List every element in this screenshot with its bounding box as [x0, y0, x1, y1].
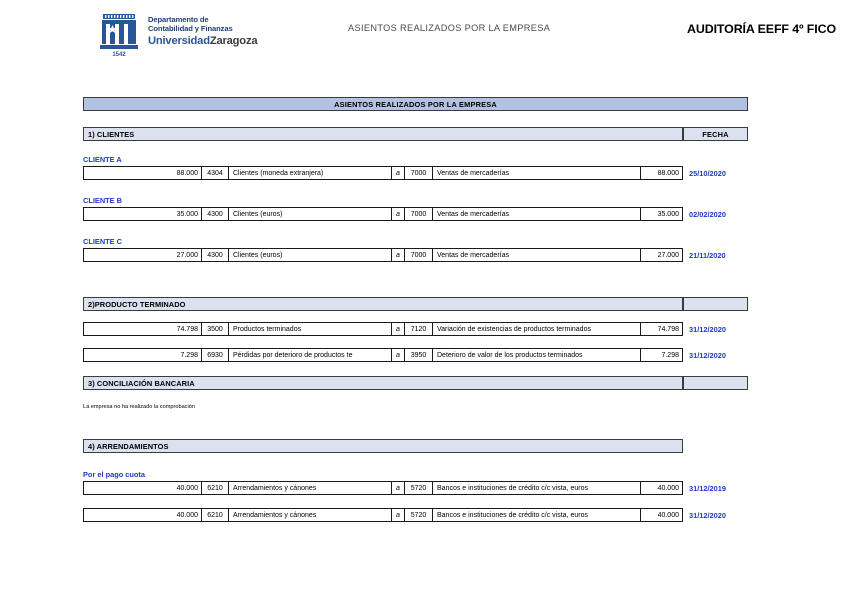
university-of-zaragoza-crest-icon: 1542 — [98, 12, 140, 58]
entry-date: 25/10/2020 — [689, 168, 726, 178]
section-header-right-label: FECHA — [702, 129, 729, 139]
credit-account-code-cell: 3950 — [404, 348, 432, 362]
debit-amount-cell: 74.798 — [83, 322, 201, 336]
credit-account-code-cell: 7000 — [404, 248, 432, 262]
credit-account-code-cell: 5720 — [404, 481, 432, 495]
section-header-right-cell-producto-terminado — [683, 297, 748, 311]
credit-account-code-cell: 7000 — [404, 207, 432, 221]
group-label-cliente-a: CLIENTE A — [83, 155, 122, 164]
entry-separator-cell: a — [391, 481, 404, 495]
crest-year: 1542 — [112, 52, 126, 58]
debit-account-code-cell: 4300 — [201, 207, 228, 221]
credit-account-code-cell: 5720 — [404, 508, 432, 522]
journal-entry-row[interactable]: 40.000 6210 Arrendamientos y cánones a 5720 B… — [83, 481, 751, 495]
debit-amount-cell: 7.298 — [83, 348, 201, 362]
debit-account-name-cell: Arrendamientos y cánones — [228, 481, 391, 495]
credit-account-name-cell: Variación de existencias de productos te… — [432, 322, 640, 336]
logo-zaragoza-word: Zaragoza — [209, 34, 258, 47]
debit-amount-cell: 27.000 — [83, 248, 201, 262]
entry-date: 21/11/2020 — [689, 250, 726, 260]
entry-separator-cell: a — [391, 322, 404, 336]
section-header-arrendamientos: 4) ARRENDAMIENTOS — [83, 439, 683, 453]
journal-entry-row[interactable]: 74.798 3500 Productos terminados a 7120 Varia… — [83, 322, 751, 336]
debit-amount-cell: 88.000 — [83, 166, 201, 180]
debit-amount-cell: 40.000 — [83, 508, 201, 522]
conciliacion-note: La empresa no ha realizado la comprobaci… — [83, 404, 195, 410]
sheet-banner-label: ASIENTOS REALIZADOS POR LA EMPRESA — [334, 99, 497, 109]
section-header-right-cell-clientes: FECHA — [683, 127, 748, 141]
logo-line-department: Departamento de — [148, 15, 209, 24]
university-logo: 1542 Departamento de Contabilidad y Fina… — [98, 12, 258, 58]
journal-entry-row[interactable]: 7.298 6930 Pérdidas por deterioro de produ… — [83, 348, 751, 362]
logo-university-word: Universidad — [148, 34, 210, 47]
journal-entry-row[interactable]: 27.000 4300 Clientes (euros) a 7000 Ventas de… — [83, 248, 751, 262]
debit-amount-cell: 35.000 — [83, 207, 201, 221]
debit-account-code-cell: 3500 — [201, 322, 228, 336]
debit-account-name-cell: Clientes (moneda extranjera) — [228, 166, 391, 180]
credit-account-name-cell: Bancos e instituciones de crédito c/c vi… — [432, 481, 640, 495]
debit-account-name-cell: Clientes (euros) — [228, 248, 391, 262]
debit-account-code-cell: 4304 — [201, 166, 228, 180]
credit-amount-cell: 88.000 — [640, 166, 683, 180]
entry-date: 02/02/2020 — [689, 209, 726, 219]
credit-amount-cell: 27.000 — [640, 248, 683, 262]
group-label-cliente-c: CLIENTE C — [83, 237, 123, 246]
debit-account-name-cell: Pérdidas por deterioro de productos te — [228, 348, 391, 362]
section-header-label: 3) CONCILIACIÓN BANCARIA — [88, 378, 195, 388]
entry-date: 31/12/2019 — [689, 483, 726, 493]
credit-account-code-cell: 7000 — [404, 166, 432, 180]
entry-separator-cell: a — [391, 166, 404, 180]
section-header-conciliacion-bancaria: 3) CONCILIACIÓN BANCARIA — [83, 376, 683, 390]
credit-account-code-cell: 7120 — [404, 322, 432, 336]
debit-amount-cell: 40.000 — [83, 481, 201, 495]
section-header-producto-terminado: 2)PRODUCTO TERMINADO — [83, 297, 683, 311]
credit-amount-cell: 40.000 — [640, 508, 683, 522]
group-label-cliente-b: CLIENTE B — [83, 196, 123, 205]
logo-line-faculty: Contabilidad y Finanzas — [148, 23, 233, 33]
credit-amount-cell: 7.298 — [640, 348, 683, 362]
credit-account-name-cell: Ventas de mercaderías — [432, 248, 640, 262]
debit-account-name-cell: Clientes (euros) — [228, 207, 391, 221]
credit-account-name-cell: Ventas de mercaderías — [432, 207, 640, 221]
credit-amount-cell: 35.000 — [640, 207, 683, 221]
entry-separator-cell: a — [391, 348, 404, 362]
section-header-label: 1) CLIENTES — [88, 129, 135, 139]
debit-account-code-cell: 6210 — [201, 481, 228, 495]
journal-entry-row[interactable]: 40.000 6210 Arrendamientos y cánones a 5720 B… — [83, 508, 751, 522]
entry-separator-cell: a — [391, 508, 404, 522]
credit-amount-cell: 40.000 — [640, 481, 683, 495]
document-subtitle: ASIENTOS REALIZADOS POR LA EMPRESA — [348, 23, 551, 33]
section-header-right-cell-conciliacion-bancaria — [683, 376, 748, 390]
debit-account-code-cell: 4300 — [201, 248, 228, 262]
journal-entry-row[interactable]: 35.000 4300 Clientes (euros) a 7000 Ventas de… — [83, 207, 751, 221]
sheet-banner: ASIENTOS REALIZADOS POR LA EMPRESA — [83, 97, 748, 111]
entry-date: 31/12/2020 — [689, 510, 726, 520]
section-header-label: 2)PRODUCTO TERMINADO — [88, 299, 186, 309]
debit-account-code-cell: 6930 — [201, 348, 228, 362]
group-label-por-el-pago-cuota: Por el pago cuota — [83, 470, 146, 479]
journal-entry-row[interactable]: 88.000 4304 Clientes (moneda extranjera) a 7… — [83, 166, 751, 180]
section-header-label: 4) ARRENDAMIENTOS — [88, 441, 169, 451]
entry-separator-cell: a — [391, 248, 404, 262]
logo-line-university: UniversidadZaragoza — [148, 34, 258, 48]
entry-date: 31/12/2020 — [689, 324, 726, 334]
entry-date: 31/12/2020 — [689, 350, 726, 360]
document-header: 1542 Departamento de Contabilidad y Fina… — [0, 0, 848, 70]
debit-account-name-cell: Productos terminados — [228, 322, 391, 336]
credit-account-name-cell: Ventas de mercaderías — [432, 166, 640, 180]
entry-separator-cell: a — [391, 207, 404, 221]
debit-account-name-cell: Arrendamientos y cánones — [228, 508, 391, 522]
debit-account-code-cell: 6210 — [201, 508, 228, 522]
credit-account-name-cell: Bancos e instituciones de crédito c/c vi… — [432, 508, 640, 522]
credit-account-name-cell: Deterioro de valor de los productos term… — [432, 348, 640, 362]
document-title: AUDITORÍA EEFF 4º FICO — [687, 22, 836, 36]
credit-amount-cell: 74.798 — [640, 322, 683, 336]
section-header-clientes: 1) CLIENTES — [83, 127, 683, 141]
